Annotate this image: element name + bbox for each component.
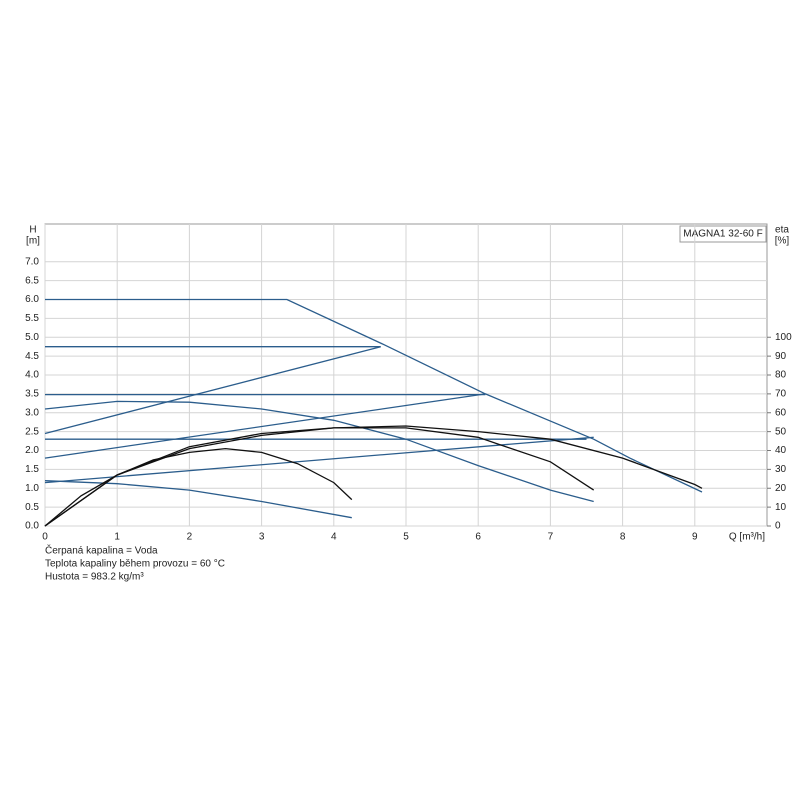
note: Čerpaná kapalina = Voda [45, 544, 158, 557]
y2-tick-label: 0 [775, 521, 781, 532]
y2-tick-label: 30 [775, 464, 787, 475]
x-tick-label: 8 [620, 532, 626, 543]
x-tick-label: 0 [42, 532, 48, 543]
y2-tick-label: 80 [775, 370, 787, 381]
curve [44, 400, 594, 503]
y-tick-label: 5.5 [25, 313, 39, 324]
y2-tick-label: 60 [775, 407, 787, 418]
y-tick-label: 7.0 [25, 256, 39, 267]
y2-tick-label: 50 [775, 426, 787, 437]
y-unit: [m] [26, 236, 40, 247]
curve [44, 447, 353, 527]
y2-unit: [%] [775, 236, 790, 247]
y2-tick-label: 40 [775, 445, 787, 456]
x-tick-label: 7 [548, 532, 554, 543]
y2-tick-label: 90 [775, 351, 787, 362]
y-tick-label: 4.0 [25, 370, 39, 381]
y-tick-label: 5.0 [25, 332, 39, 343]
x-tick-label: 3 [259, 532, 265, 543]
y-tick-label: 1.5 [25, 464, 39, 475]
y-tick-label: 0.5 [25, 502, 39, 513]
y-tick-label: 3.0 [25, 407, 39, 418]
y2-tick-label: 20 [775, 483, 787, 494]
y-tick-label: 2.0 [25, 445, 39, 456]
y-tick-label: 4.5 [25, 351, 39, 362]
label-box [679, 225, 767, 243]
note: Teplota kapaliny během provozu = 60 °C [45, 559, 225, 570]
x-tick-label: 6 [475, 532, 481, 543]
x-tick-label: 2 [187, 532, 193, 543]
y-tick-label: 1.0 [25, 483, 39, 494]
y-tick-label: 2.5 [25, 426, 39, 437]
x-tick-label: 9 [692, 532, 698, 543]
curve [44, 393, 486, 459]
curve [44, 425, 703, 527]
y2-tick-label: 70 [775, 389, 787, 400]
y-tick-label: 6.5 [25, 275, 39, 286]
y2-tick-label: 10 [775, 502, 787, 513]
x-tick-label: 4 [331, 532, 337, 543]
y2-tick-label: 100 [775, 332, 792, 343]
curve [44, 480, 352, 519]
curve [45, 298, 703, 493]
x-tick-label: 1 [114, 532, 120, 543]
y-tick-label: 6.0 [25, 294, 39, 305]
x-tick-label: 5 [403, 532, 409, 543]
curve [44, 436, 594, 484]
y-tick-label: 3.5 [25, 389, 39, 400]
y2-label: eta [775, 225, 789, 236]
y-tick-label: 0.0 [25, 521, 39, 532]
note: Hustota = 983.2 kg/m³ [45, 572, 144, 583]
curve [44, 346, 381, 435]
y-label: H [29, 225, 36, 236]
x-label: Q [m³/h] [729, 532, 765, 543]
product-label: MAGNA1 32-60 F [683, 229, 762, 240]
